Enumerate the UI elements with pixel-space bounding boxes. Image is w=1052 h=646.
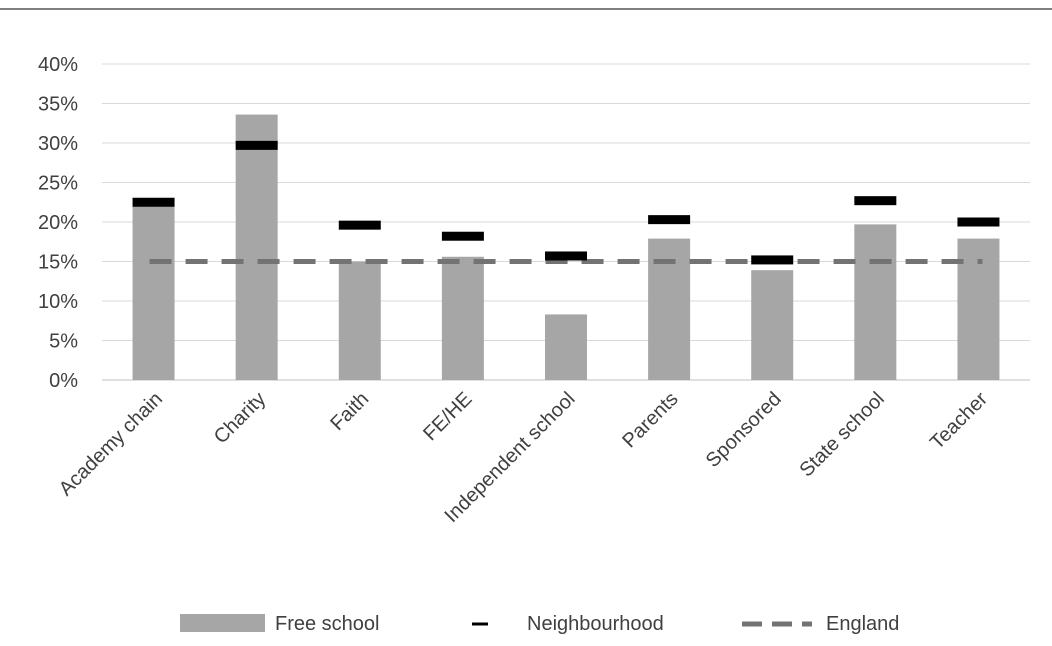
bar xyxy=(132,206,175,380)
neighbourhood-marker xyxy=(235,140,278,150)
y-tick-label: 25% xyxy=(38,173,78,195)
y-tick-label: 0% xyxy=(49,370,78,392)
x-tick-label: Parents xyxy=(618,388,682,452)
legend-label-free-school: Free school xyxy=(275,613,380,635)
neighbourhood-marker xyxy=(338,220,381,230)
bar xyxy=(441,256,484,380)
y-tick-label: 5% xyxy=(49,331,78,353)
y-tick-label: 20% xyxy=(38,212,78,234)
neighbourhood-marker xyxy=(957,217,1000,227)
x-tick-label: State school xyxy=(795,388,888,481)
x-tick-label: Teacher xyxy=(926,388,992,454)
neighbourhood-marker xyxy=(441,231,484,241)
legend: Free school Neighbourhood England xyxy=(180,613,899,635)
neighbourhood-markers xyxy=(132,140,1000,265)
bar xyxy=(235,114,278,380)
y-axis-ticks: 0% 5% 10% 15% 20% 25% 30% 35% 40% xyxy=(38,54,78,392)
y-tick-label: 30% xyxy=(38,133,78,155)
neighbourhood-marker xyxy=(132,197,175,207)
bars xyxy=(132,114,1000,380)
x-axis-ticks: Academy chain Charity Faith FE/HEIndependen… xyxy=(55,388,992,527)
bar xyxy=(338,261,381,380)
legend-swatch-free-school xyxy=(180,614,265,632)
neighbourhood-marker xyxy=(854,196,897,206)
y-tick-label: 40% xyxy=(38,54,78,76)
y-tick-label: 15% xyxy=(38,252,78,274)
x-tick-label: Academy chain xyxy=(55,388,167,500)
x-tick-label: Sponsored xyxy=(702,388,786,472)
legend-label-england: England xyxy=(826,613,899,635)
x-tick-label: Charity xyxy=(210,388,270,448)
neighbourhood-marker xyxy=(751,255,794,265)
bar xyxy=(751,270,794,380)
bar xyxy=(545,314,587,380)
neighbourhood-marker xyxy=(545,251,587,261)
x-tick-label: Faith xyxy=(326,388,373,435)
y-tick-label: 10% xyxy=(38,291,78,313)
legend-label-neighbourhood: Neighbourhood xyxy=(527,613,664,635)
bar xyxy=(854,224,897,380)
x-tick-label: FE/HE xyxy=(419,388,476,445)
neighbourhood-marker xyxy=(648,215,691,225)
y-tick-label: 35% xyxy=(38,94,78,116)
